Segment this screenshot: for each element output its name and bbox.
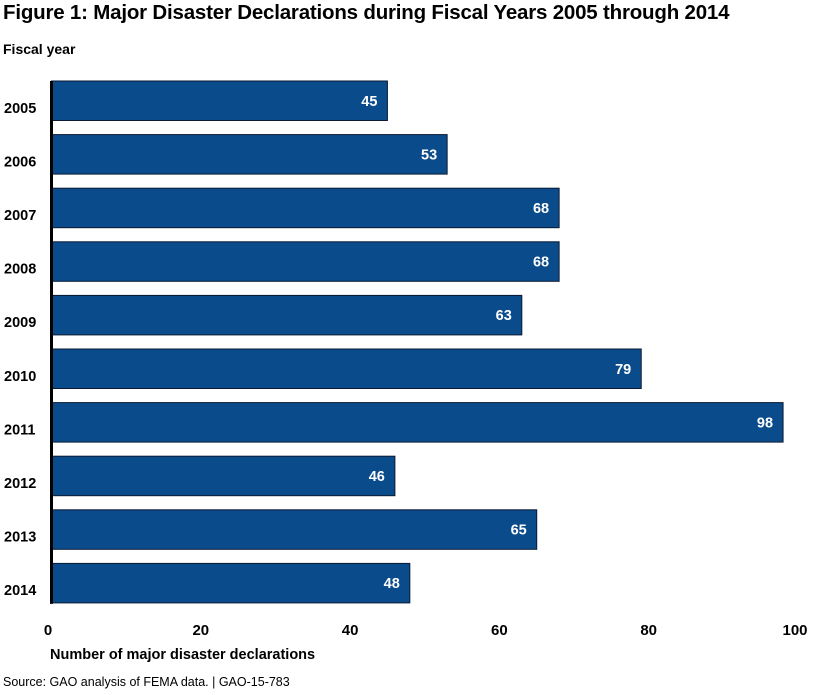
data-label-2005: 45	[361, 94, 377, 110]
x-tick-label-40: 40	[342, 622, 359, 639]
category-label-2014: 2014	[4, 583, 36, 599]
x-tick-label-20: 20	[192, 622, 209, 639]
y-axis-label: Fiscal year	[3, 41, 76, 57]
category-label-2013: 2013	[4, 530, 36, 546]
category-label-2005: 2005	[4, 101, 36, 117]
data-label-2013: 65	[511, 523, 527, 539]
data-label-2006: 53	[421, 147, 437, 163]
data-label-2010: 79	[615, 362, 631, 378]
category-label-2007: 2007	[4, 208, 36, 224]
category-label-2009: 2009	[4, 315, 36, 331]
source-note: Source: GAO analysis of FEMA data. | GAO…	[3, 675, 290, 689]
bar-2013	[51, 509, 538, 550]
bar-2006	[51, 134, 448, 175]
data-label-2009: 63	[496, 308, 512, 324]
chart-title: Figure 1: Major Disaster Declarations du…	[3, 1, 730, 24]
bar-2008	[51, 241, 560, 282]
bar-2011	[51, 402, 784, 443]
data-label-2011: 98	[757, 415, 773, 431]
bar-2010	[51, 348, 642, 389]
bar-2009	[51, 294, 523, 336]
category-label-2010: 2010	[4, 369, 36, 385]
tick-labels: 0 20 40 60 80 100	[44, 622, 808, 639]
data-label-2007: 68	[533, 201, 549, 217]
category-label-2012: 2012	[4, 476, 36, 492]
bar-2007	[51, 187, 560, 229]
category-label-2011: 2011	[4, 422, 35, 438]
x-tick-label-100: 100	[782, 622, 807, 639]
x-tick-label-0: 0	[44, 622, 52, 639]
data-label-2012: 46	[369, 469, 385, 485]
x-axis-label: Number of major disaster declarations	[50, 647, 316, 663]
bars-group: 45 53 68 68 63 79 98 46 65 48	[51, 80, 784, 604]
bar-2005	[51, 80, 388, 121]
category-label-2008: 2008	[4, 262, 36, 278]
category-label-2006: 2006	[4, 154, 36, 170]
bar-2014	[51, 562, 411, 604]
category-labels: 2005 2006 2007 2008 2009 2010 2011 2012 2013 2014	[4, 101, 36, 599]
data-label-2014: 48	[384, 576, 400, 592]
data-label-2008: 68	[533, 255, 549, 271]
x-tick-label-80: 80	[640, 622, 657, 639]
bar-2012	[51, 455, 396, 497]
x-tick-label-60: 60	[491, 622, 508, 639]
